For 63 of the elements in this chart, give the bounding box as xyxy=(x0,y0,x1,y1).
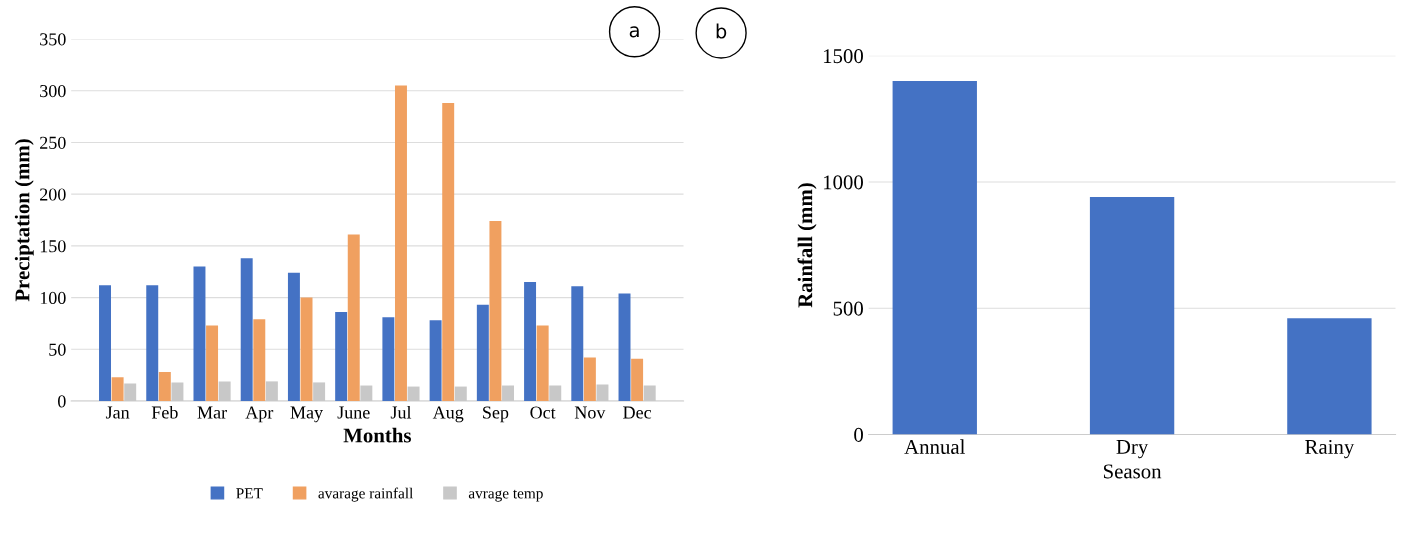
bar xyxy=(536,325,549,402)
bar xyxy=(287,272,300,402)
y-tick-label: 1000 xyxy=(823,175,863,190)
x-tick-label: Rainy xyxy=(1305,439,1355,459)
bar xyxy=(206,325,219,402)
bar xyxy=(1287,318,1372,435)
bar xyxy=(240,258,253,402)
x-tick-label: Apr xyxy=(245,406,274,423)
bar xyxy=(476,304,489,402)
x-tick-label: Mar xyxy=(197,406,227,419)
bar xyxy=(193,266,206,402)
bar xyxy=(631,358,644,402)
bar xyxy=(394,85,407,402)
x-tick-label: Jan xyxy=(105,406,130,419)
x-tick-label: Aug xyxy=(432,406,464,423)
bar xyxy=(571,286,584,402)
bar xyxy=(99,285,111,402)
y-tick-label: 100 xyxy=(40,291,66,305)
bar xyxy=(382,317,395,402)
bar xyxy=(253,319,266,402)
y-tick-label: 300 xyxy=(40,84,66,98)
bar xyxy=(158,372,171,402)
legend-label: avarage rainfall xyxy=(318,487,414,502)
y-tick-label: 150 xyxy=(40,240,66,253)
x-tick-label: Feb xyxy=(151,405,178,419)
text: b xyxy=(716,23,727,39)
bar xyxy=(892,80,977,435)
bar xyxy=(429,320,442,402)
x-tick-label: Annual xyxy=(904,439,966,454)
x-axis-title: Months xyxy=(343,427,411,443)
bar xyxy=(111,377,124,402)
x-axis-title: Season xyxy=(1103,464,1162,479)
y-tick-label: 50 xyxy=(49,343,66,356)
legend-label: avrage temp xyxy=(468,489,543,502)
x-tick-label: Dry xyxy=(1116,440,1149,459)
y-tick-label: 1500 xyxy=(823,49,863,64)
y-tick-label: 0 xyxy=(854,427,863,442)
bar xyxy=(489,221,502,402)
x-tick-label: Jul xyxy=(390,405,412,419)
x-tick-label: Sep xyxy=(483,406,509,423)
bar xyxy=(618,293,631,402)
text: a xyxy=(629,26,639,38)
y-tick-label: 500 xyxy=(833,301,863,316)
y-tick-label: 200 xyxy=(40,188,66,201)
bar xyxy=(524,282,537,402)
y-tick-label: 250 xyxy=(40,136,66,149)
x-tick-label: Oct xyxy=(530,406,556,419)
x-tick-label: Nov xyxy=(574,406,606,419)
bar xyxy=(146,285,159,402)
y-axis-title: Preciptation (mm) xyxy=(14,139,34,302)
bar xyxy=(300,297,313,402)
legend-label: PET xyxy=(236,488,263,499)
bar xyxy=(335,312,348,402)
bar xyxy=(1089,197,1175,435)
y-tick-label: 0 xyxy=(58,395,66,408)
bar xyxy=(583,357,596,402)
y-axis-title: Rainfall (mm) xyxy=(797,183,817,308)
x-tick-label: May xyxy=(290,406,323,423)
x-tick-label: June xyxy=(337,406,370,419)
y-tick-label: 350 xyxy=(40,33,66,46)
bar xyxy=(442,103,455,402)
bar xyxy=(347,234,360,402)
x-tick-label: Dec xyxy=(623,406,652,419)
